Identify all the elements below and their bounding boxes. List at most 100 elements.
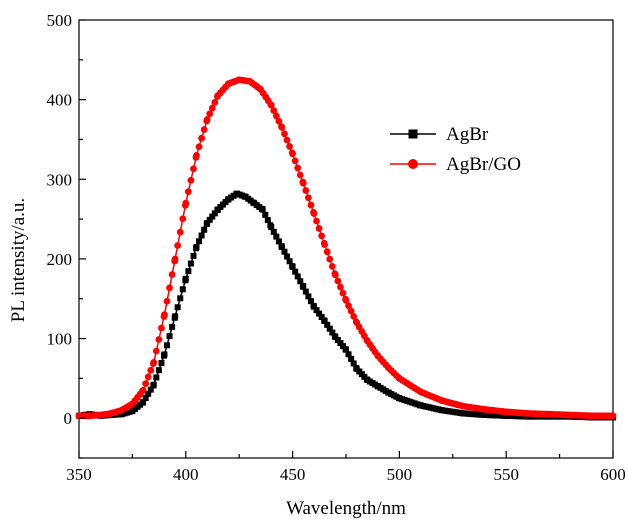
data-point [305,293,312,300]
data-point [291,157,299,165]
y-tick-label: 500 [47,11,73,30]
data-point [273,233,280,240]
data-point [321,241,329,248]
data-point [323,248,331,256]
data-point [315,225,323,232]
data-point [281,248,288,255]
data-point [211,98,219,106]
data-point [184,188,192,196]
x-tick-label: 400 [173,465,199,484]
x-tick-label: 500 [387,465,413,484]
legend-marker [408,129,418,139]
data-point [329,329,336,336]
data-point [296,171,304,179]
data-point [179,215,187,223]
data-point [174,242,182,249]
data-point [163,297,171,305]
data-point [166,333,173,340]
data-point [174,304,181,311]
data-point [198,232,205,239]
x-axis-label: Wavelength/nm [286,498,406,519]
legend-marker [408,159,418,169]
data-point [300,283,307,290]
data-point [347,307,355,315]
x-tick-label: 350 [66,465,92,484]
data-point [281,130,288,138]
x-tick-label: 450 [280,465,306,484]
data-point [345,351,352,358]
data-point [286,258,293,265]
data-point [147,366,155,374]
data-point [182,199,190,207]
data-point [211,210,218,217]
data-point [172,313,179,320]
data-point [350,312,358,320]
data-point [203,116,211,123]
data-point [345,302,352,310]
data-point [145,390,152,397]
plot-frame [78,19,614,459]
data-point [152,347,160,355]
data-point [326,255,334,263]
data-point [334,337,341,344]
legend: AgBr AgBr/GO [390,124,521,175]
series-agbr-go [75,76,617,420]
data-point [187,260,194,267]
data-point [307,298,314,305]
data-point [142,395,149,402]
data-point [307,201,315,209]
data-point [161,311,168,319]
data-point [206,110,214,118]
data-point [150,359,158,366]
y-tick-label: 200 [47,250,73,269]
y-axis-label: PL intensity/a.u. [8,198,29,322]
data-point [270,228,277,235]
data-point [318,314,325,321]
data-point [316,310,323,317]
data-point [196,238,203,245]
data-point [144,373,152,381]
data-point [161,351,168,358]
data-point [289,263,296,270]
data-point [270,107,278,114]
data-point [289,150,296,158]
data-point [283,136,291,144]
data-point [147,386,154,393]
data-point [209,213,216,220]
data-point [142,380,150,388]
data-point [313,307,320,314]
data-point [350,360,357,367]
data-point [340,343,347,350]
legend-label: AgBr/GO [446,154,521,175]
series-layer [75,76,617,421]
data-point [332,333,339,340]
data-point [272,112,280,120]
legend-item-agbr: AgBr [390,124,489,145]
data-point [294,273,301,280]
data-point [153,374,160,381]
data-point [284,253,291,260]
data-point [339,289,347,297]
data-point [155,336,163,343]
data-point [179,286,186,293]
data-point [267,101,275,109]
data-point [158,324,165,332]
data-point [294,164,302,172]
data-point [286,143,294,150]
plot-border [78,19,614,459]
x-tick-label: 600 [600,465,626,484]
data-point [264,217,271,224]
data-point [310,210,318,217]
y-tick-label: 400 [47,91,73,110]
data-point [328,262,336,270]
data-point [195,143,203,151]
data-point [278,124,286,131]
data-point [310,303,317,310]
data-point [326,325,333,332]
axes-layer: 350 400 450 500 550 600 0 100 200 300 400 500 [47,11,626,484]
y-tick-label: 100 [47,330,73,349]
data-point [324,321,331,328]
data-point [204,220,211,227]
